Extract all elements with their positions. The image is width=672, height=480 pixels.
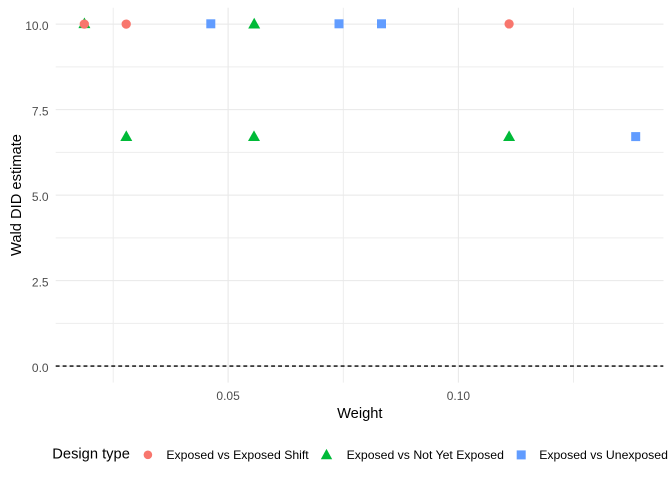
svg-text:Wald DID estimate: Wald DID estimate: [9, 134, 25, 256]
svg-text:0.0: 0.0: [32, 361, 49, 375]
svg-text:10.0: 10.0: [25, 19, 49, 33]
svg-text:5.0: 5.0: [32, 190, 49, 204]
svg-text:Weight: Weight: [337, 406, 382, 422]
svg-text:0.10: 0.10: [447, 389, 471, 403]
svg-text:Exposed vs Exposed Shift: Exposed vs Exposed Shift: [166, 448, 309, 462]
svg-text:7.5: 7.5: [32, 104, 49, 118]
svg-text:Exposed vs Not Yet Exposed: Exposed vs Not Yet Exposed: [347, 448, 504, 462]
svg-text:0.05: 0.05: [216, 389, 240, 403]
svg-text:Design type: Design type: [52, 447, 130, 463]
svg-text:Exposed vs Unexposed: Exposed vs Unexposed: [539, 448, 668, 462]
svg-text:2.5: 2.5: [32, 275, 49, 289]
